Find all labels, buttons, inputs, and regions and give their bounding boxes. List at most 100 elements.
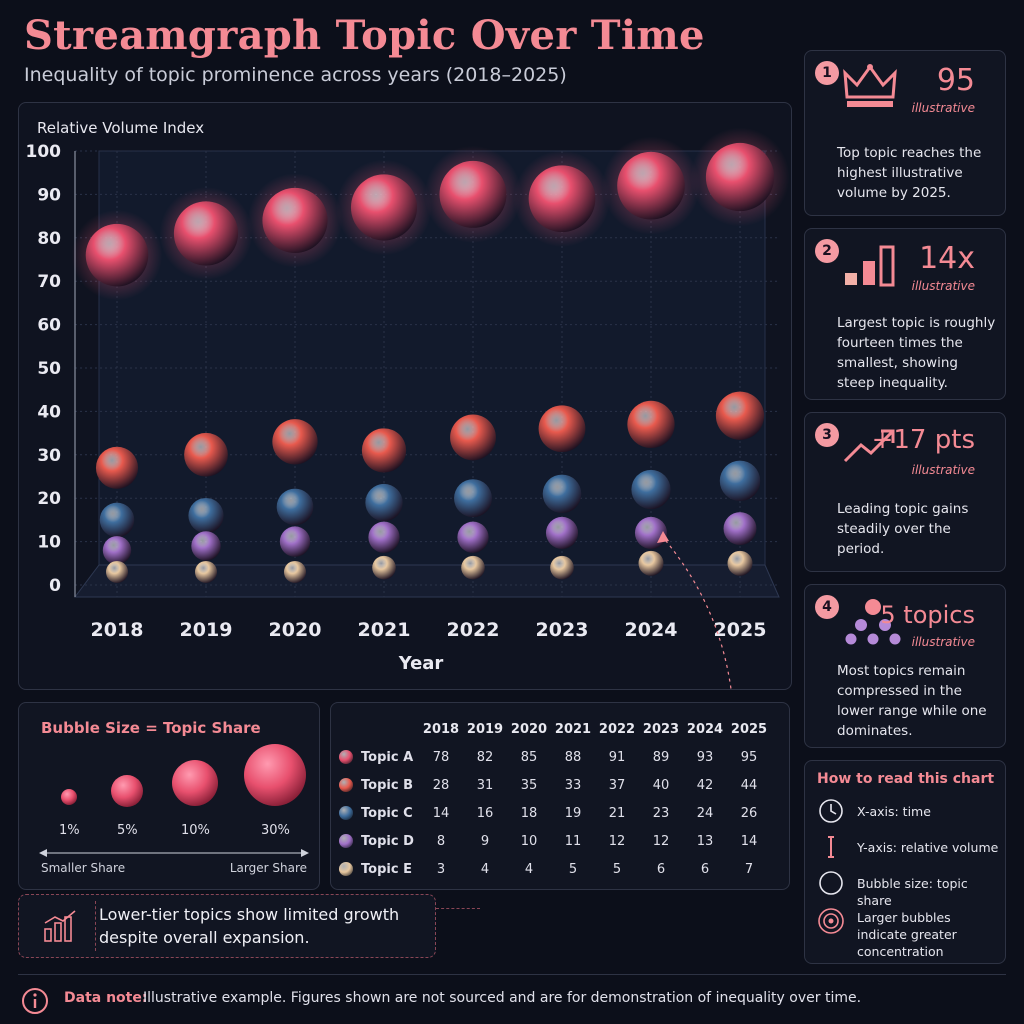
legend-smaller-share: Smaller Share [41, 861, 126, 875]
card-text: Leading topic gains steadily over the pe… [837, 501, 969, 557]
annotation-arrow-head [657, 531, 669, 543]
trend-up-icon [843, 429, 895, 463]
stat-card-gain: 3 +17 pts illustrative Leading topic gai… [804, 412, 1006, 572]
read-item-y-axis: Y-axis: relative volume [857, 840, 999, 855]
bubble-chart: Relative Volume Index Year 0 10 20 30 40 50 60… [26, 119, 790, 689]
bubble-topic-b [95, 446, 139, 489]
bubble-topic-e [638, 550, 664, 576]
table-cell: 4 [480, 861, 490, 877]
how-to-read-panel: How to read this chart X-axis: time Y-ax… [804, 760, 1006, 964]
y-tick-label: 100 [26, 142, 62, 162]
series-name: Topic E [361, 861, 412, 877]
x-tick-label: 2023 [536, 619, 589, 641]
bubble-topic-b [715, 391, 765, 440]
data-table: 2018 2019 2020 2021 2022 2023 2024 2025 … [339, 715, 771, 883]
page-subtitle: Inequality of topic prominence across ye… [24, 64, 567, 86]
legend-bubble-10 [172, 760, 218, 806]
table-cell: 88 [564, 749, 582, 765]
table-cell: 26 [740, 805, 758, 821]
table-cell: 28 [432, 777, 450, 793]
bubble-topic-b [184, 432, 228, 477]
table-cell: 16 [476, 805, 494, 821]
card-sub: illustrative [911, 279, 975, 293]
table-cell: 12 [608, 833, 626, 849]
y-tick-label: 10 [37, 533, 61, 553]
table-row: Topic C 14 16 18 19 21 23 24 26 [339, 799, 771, 827]
bubble-topic-e [727, 550, 753, 576]
table-row: Topic E 3 4 4 5 5 6 6 7 [339, 855, 771, 883]
y-tick-label: 0 [49, 576, 61, 596]
read-item-bubble-size: Bubble size: topic share [857, 876, 968, 908]
callout-box: Lower-tier topics show limited growth de… [18, 894, 436, 958]
bubble-topic-e [461, 555, 485, 580]
table-cell: 23 [652, 805, 670, 821]
growth-chart-icon [44, 910, 76, 942]
bubble-topic-a [350, 174, 418, 241]
legend-title: Bubble Size = Topic Share [41, 719, 261, 737]
y-tick-label: 70 [37, 272, 61, 292]
bubble-size-legend: Bubble Size = Topic Share 1% 5% 10% 30% … [18, 702, 320, 890]
series-color-dot [339, 834, 353, 848]
series-name: Topic B [361, 777, 413, 793]
bubble-topic-e [105, 560, 129, 584]
table-cell: 31 [476, 777, 494, 793]
page-title: Streamgraph Topic Over Time [24, 12, 705, 59]
bar-chart-icon [845, 245, 895, 287]
bubbles-icon [845, 599, 901, 645]
table-cell: 85 [520, 749, 538, 765]
y-tick-label: 90 [37, 185, 61, 205]
table-cell: 18 [520, 805, 538, 821]
card-sub: illustrative [911, 463, 975, 477]
bubble-topic-c [365, 483, 403, 522]
table-cell: 10 [520, 833, 538, 849]
table-cell: 3 [436, 861, 446, 877]
annotation-arrow-line [660, 534, 732, 689]
table-cell: 95 [740, 749, 758, 765]
series-name: Topic D [361, 833, 414, 849]
bubble-topic-b [538, 405, 586, 453]
series-color-dot [339, 862, 353, 876]
bubble-topic-c [719, 460, 761, 502]
table-header-row: 2018 2019 2020 2021 2022 2023 2024 2025 [339, 715, 771, 743]
table-header-year: 2021 [554, 721, 592, 737]
how-to-read-title: How to read this chart [817, 771, 995, 787]
footer-divider [18, 974, 1006, 975]
bubble-topic-c [188, 497, 224, 534]
card-number-badge: 3 [815, 423, 839, 447]
x-tick-label: 2019 [180, 619, 233, 641]
bubble-topic-d [279, 526, 311, 557]
table-cell: 91 [608, 749, 626, 765]
crown-icon [843, 64, 897, 107]
bubble-topic-b [627, 400, 675, 449]
card-sub: illustrative [911, 101, 975, 115]
table-cell: 35 [520, 777, 538, 793]
bubble-topic-c [631, 469, 671, 510]
legend-label-1: 1% [59, 823, 80, 838]
series-name: Topic A [361, 749, 414, 765]
legend-bubble-1 [61, 789, 77, 805]
table-cell: 44 [740, 777, 758, 793]
callout-divider [95, 901, 97, 951]
card-number-badge: 4 [815, 595, 839, 619]
bubble-topic-a [85, 223, 149, 287]
table-row: Topic D 8 9 10 11 12 12 13 14 [339, 827, 771, 855]
series-color-dot [339, 778, 353, 792]
legend-label-5: 5% [117, 823, 138, 838]
table-cell: 78 [432, 749, 450, 765]
stat-card-ratio: 2 14x illustrative Largest topic is roug… [804, 228, 1006, 400]
table-cell: 89 [652, 749, 670, 765]
bubble-topic-e [550, 555, 574, 580]
bubble-topic-c [99, 502, 135, 538]
legend-arrow-left [39, 849, 47, 857]
bubble-topic-c [454, 479, 492, 518]
footer-note: Illustrative example. Figures shown are … [143, 990, 862, 1006]
table-header-year: 2020 [510, 721, 548, 737]
x-axis-title: Year [398, 653, 444, 674]
series-color-dot [339, 750, 353, 764]
table-cell: 14 [740, 833, 758, 849]
table-cell: 93 [696, 749, 714, 765]
table-cell: 21 [608, 805, 626, 821]
card-value: 14x [919, 241, 975, 276]
bubble-topic-d [457, 521, 489, 553]
table-header-year: 2023 [642, 721, 680, 737]
